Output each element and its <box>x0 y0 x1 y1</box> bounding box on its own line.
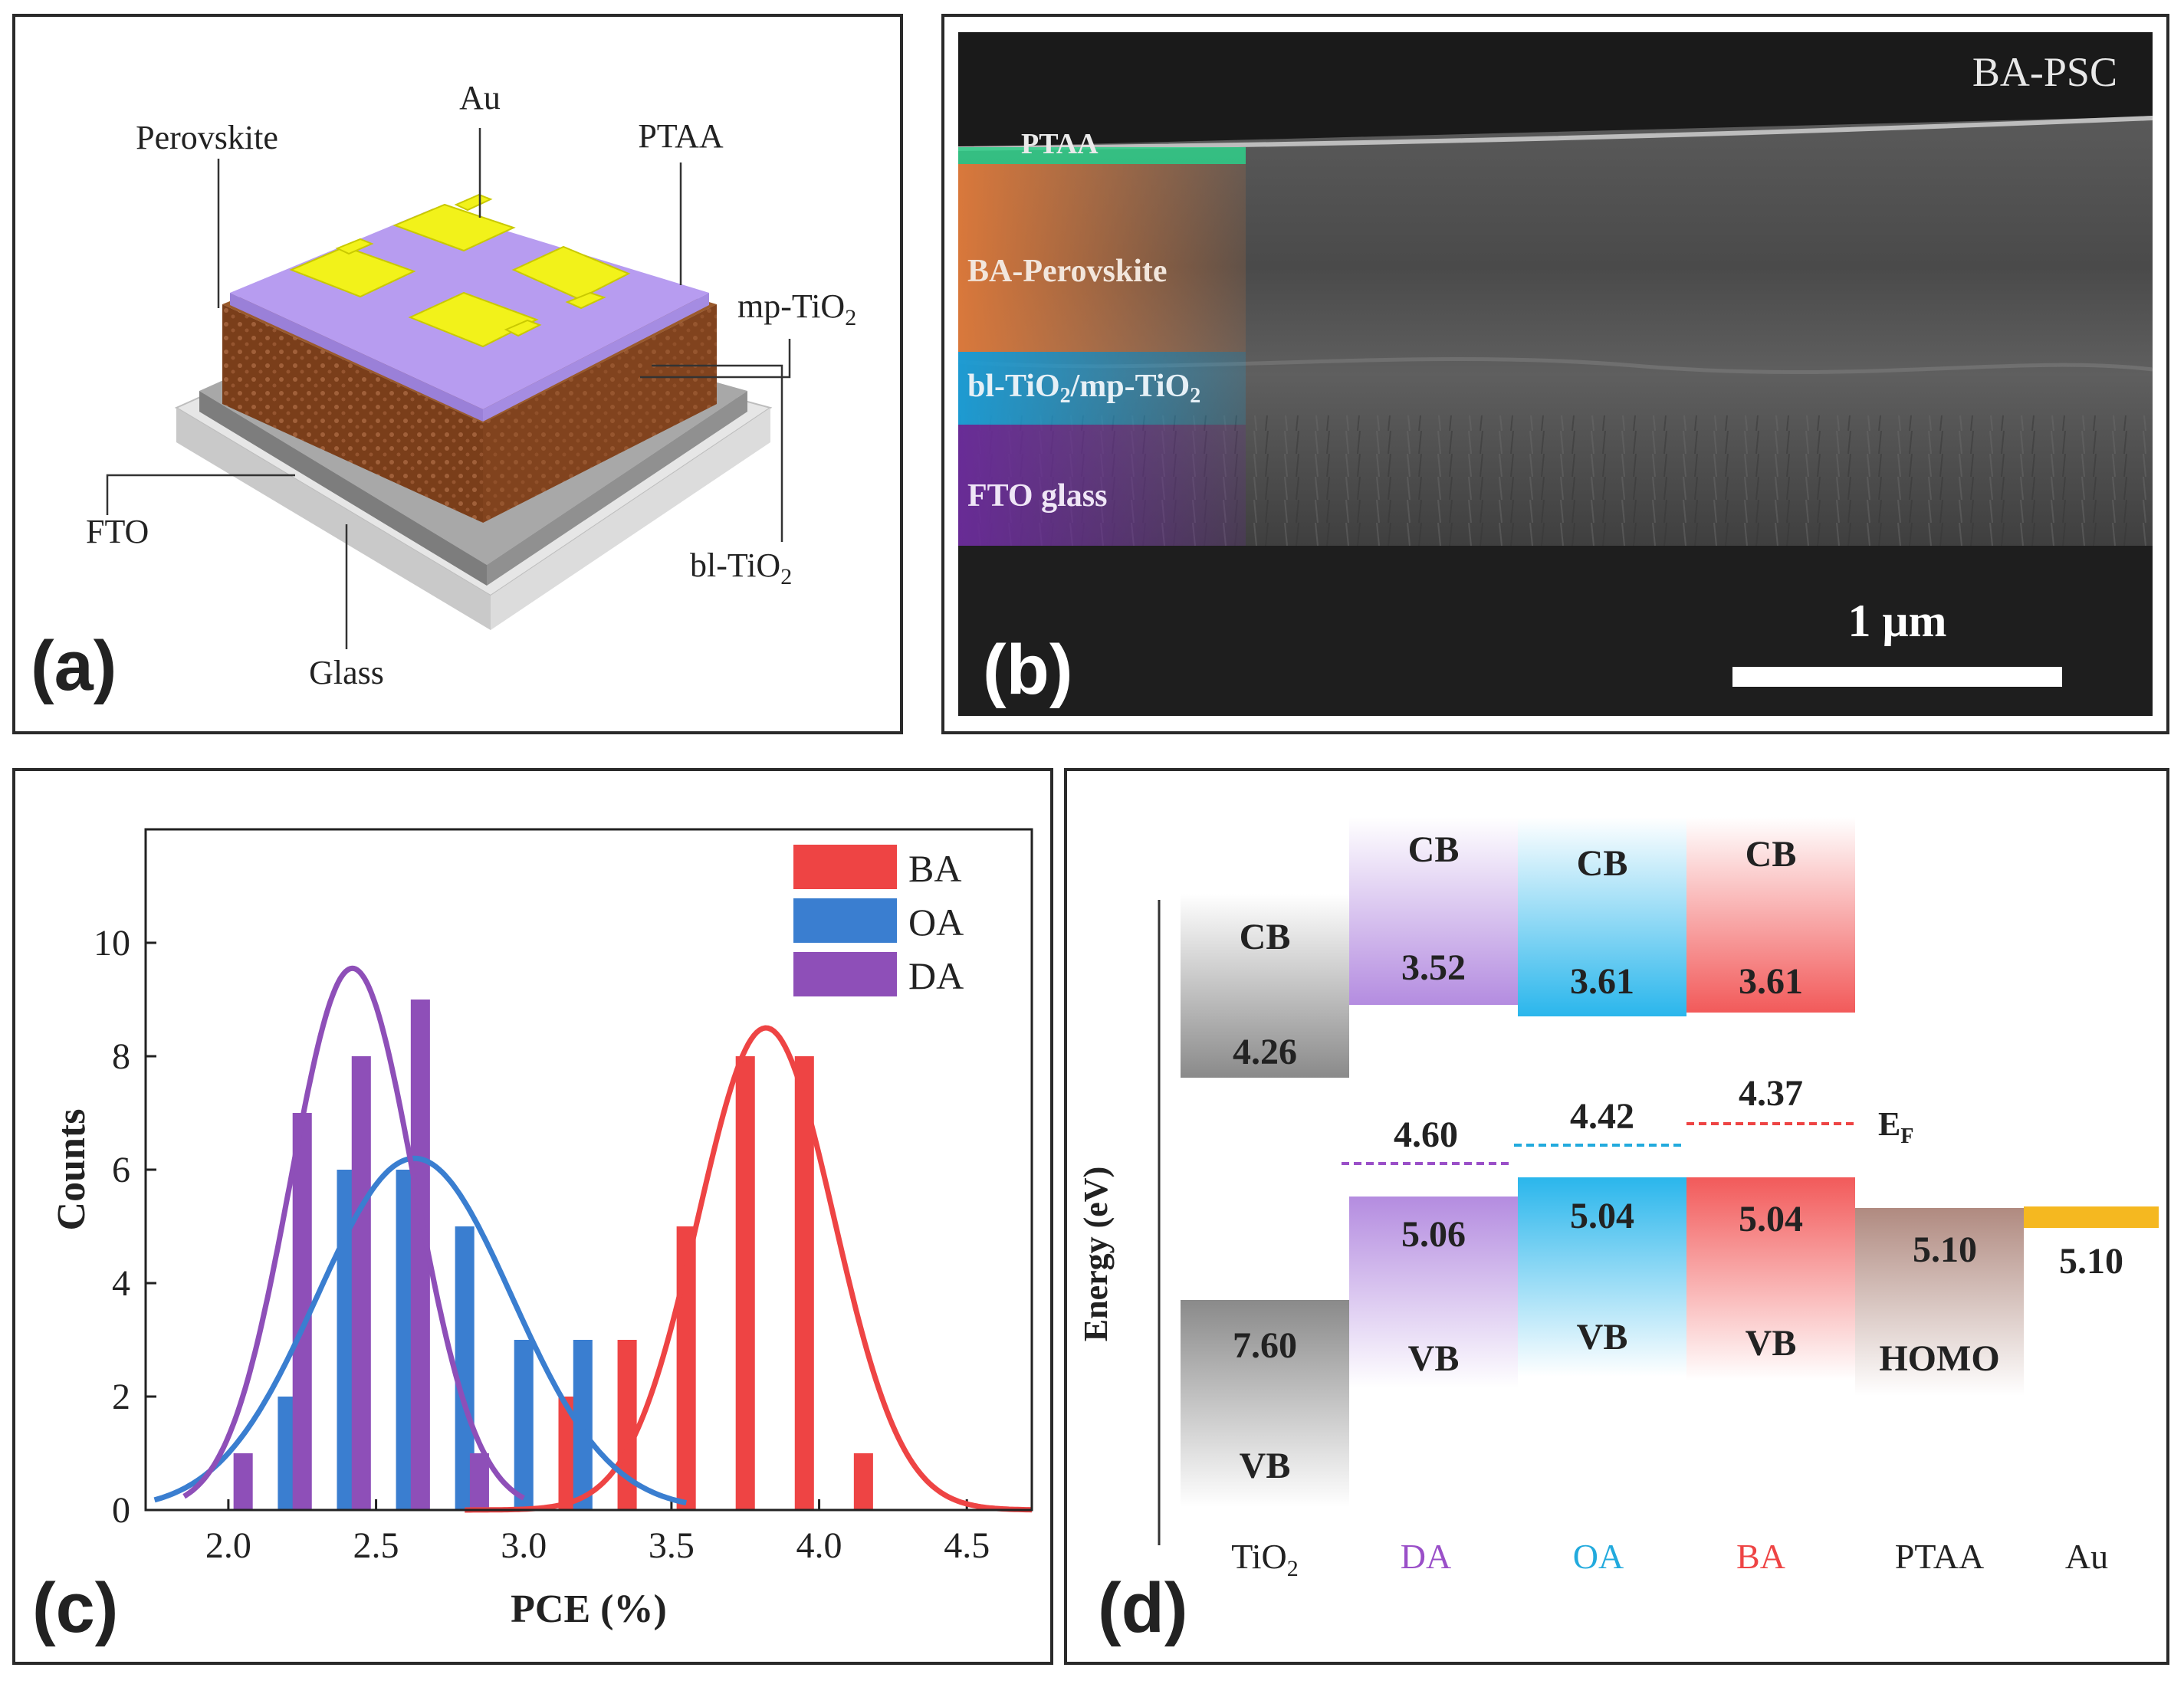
da-vb-value: 5.06 <box>1401 1214 1466 1255</box>
x-tick-label: 4.0 <box>796 1525 842 1566</box>
device-schematic: Au Perovskite PTAA mp-TiO2 FTO bl-TiO2 G… <box>15 17 900 731</box>
ptaa-label: PTAA <box>638 117 724 155</box>
oa-cb-label: CB <box>1577 843 1628 884</box>
da-bar <box>352 1056 371 1510</box>
ba-cb-label: CB <box>1746 834 1797 875</box>
ptaa-homo-label: HOMO <box>1879 1338 1999 1379</box>
oa-cb-value: 3.61 <box>1570 961 1634 1002</box>
ba-vb-value: 5.04 <box>1739 1199 1803 1239</box>
da-fermi-value: 4.60 <box>1394 1114 1458 1155</box>
ba-legend-label: BA <box>908 847 961 890</box>
scale-bar <box>1732 667 2062 687</box>
da-bar <box>234 1453 253 1510</box>
ba-legend-swatch <box>793 845 897 889</box>
oa-vb-label: VB <box>1577 1317 1628 1357</box>
panel-c-label: (c) <box>32 1568 118 1649</box>
ba-bar <box>854 1453 873 1510</box>
au-level-bar <box>2024 1206 2159 1228</box>
y-tick-label: 2 <box>112 1377 130 1417</box>
au-label: Au <box>459 79 501 117</box>
pce-histogram: 2.0 2.5 3.0 3.5 4.0 4.5 0 2 4 6 8 10 BA OA DA Counts P… <box>15 771 1050 1662</box>
da-legend-label: DA <box>908 954 964 997</box>
tio2-cb-value: 4.26 <box>1233 1032 1297 1072</box>
sem-image: 1 μm BA-PSC PTAA BA-Perovskite bl-TiO2/m… <box>944 17 2166 731</box>
ptaa-name: PTAA <box>1895 1537 1984 1576</box>
ptaa-homo-value: 5.10 <box>1913 1229 1977 1270</box>
panel-a-label: (a) <box>31 626 117 707</box>
au-name: Au <box>2065 1537 2108 1576</box>
fermi-label: EF <box>1878 1105 1913 1148</box>
panel-b-label: (b) <box>983 630 1072 711</box>
ba-name: BA <box>1736 1537 1785 1576</box>
panel-d-label: (d) <box>1098 1568 1187 1649</box>
bl-tio2-label: bl-TiO2 <box>690 547 792 589</box>
au-level-value: 5.10 <box>2059 1241 2123 1282</box>
y-tick-label: 0 <box>112 1490 130 1531</box>
panel-d: Energy (eV) EF CB 4.26 7.60 VB CB 3.52 4… <box>1064 768 2169 1665</box>
oa-legend-label: OA <box>908 901 964 944</box>
ba-vb-label: VB <box>1746 1323 1797 1364</box>
x-tick-label: 2.0 <box>205 1525 251 1566</box>
panel-c: 2.0 2.5 3.0 3.5 4.0 4.5 0 2 4 6 8 10 BA OA DA Counts P… <box>12 768 1053 1665</box>
perovskite-sem-label: BA-Perovskite <box>967 254 1168 289</box>
panel-b: 1 μm BA-PSC PTAA BA-Perovskite bl-TiO2/m… <box>941 14 2169 734</box>
ba-bar <box>736 1056 755 1510</box>
ba-cb-value: 3.61 <box>1739 961 1803 1002</box>
oa-fermi-value: 4.42 <box>1570 1096 1634 1137</box>
glass-label: Glass <box>309 654 384 691</box>
fto-sem-label: FTO glass <box>967 478 1107 514</box>
oa-name: OA <box>1573 1537 1624 1576</box>
ptaa-overlay <box>958 147 1246 164</box>
ptaa-sem-label: PTAA <box>1021 128 1099 160</box>
tio2-vb-value: 7.60 <box>1233 1325 1297 1366</box>
fto-label: FTO <box>86 513 149 550</box>
x-tick-label: 3.5 <box>649 1525 695 1566</box>
y-tick-label: 10 <box>94 923 130 963</box>
mp-tio2-label: mp-TiO2 <box>737 287 856 330</box>
tio2-sem-label: bl-TiO2/mp-TiO2 <box>967 369 1200 408</box>
oa-vb-value: 5.04 <box>1570 1196 1634 1236</box>
x-axis-label: PCE (%) <box>511 1587 667 1631</box>
ba-fermi-value: 4.37 <box>1739 1073 1803 1114</box>
tio2-vb-label: VB <box>1240 1446 1291 1486</box>
energy-axis-label: Energy (eV) <box>1077 1167 1115 1342</box>
perovskite-label: Perovskite <box>136 119 278 156</box>
x-tick-label: 4.5 <box>944 1525 990 1566</box>
scale-bar-label: 1 μm <box>1848 596 1947 646</box>
x-tick-label: 2.5 <box>353 1525 399 1566</box>
panel-a: Au Perovskite PTAA mp-TiO2 FTO bl-TiO2 G… <box>12 14 903 734</box>
da-legend-swatch <box>793 952 897 996</box>
da-cb-label: CB <box>1408 829 1460 870</box>
oa-legend-swatch <box>793 898 897 943</box>
sem-title: BA-PSC <box>1972 49 2117 95</box>
y-tick-label: 8 <box>112 1036 130 1077</box>
tio2-cb-label: CB <box>1240 917 1291 957</box>
y-tick-label: 4 <box>112 1263 130 1304</box>
da-cb-value: 3.52 <box>1401 947 1466 988</box>
y-tick-label: 6 <box>112 1150 130 1190</box>
oa-bar <box>514 1340 534 1510</box>
da-vb-label: VB <box>1408 1338 1460 1379</box>
tio2-name: TiO2 <box>1231 1537 1298 1581</box>
y-axis-label: Counts <box>50 1109 94 1231</box>
da-name: DA <box>1401 1537 1451 1576</box>
energy-diagram: Energy (eV) EF CB 4.26 7.60 VB CB 3.52 4… <box>1067 771 2166 1662</box>
x-tick-label: 3.0 <box>501 1525 547 1566</box>
